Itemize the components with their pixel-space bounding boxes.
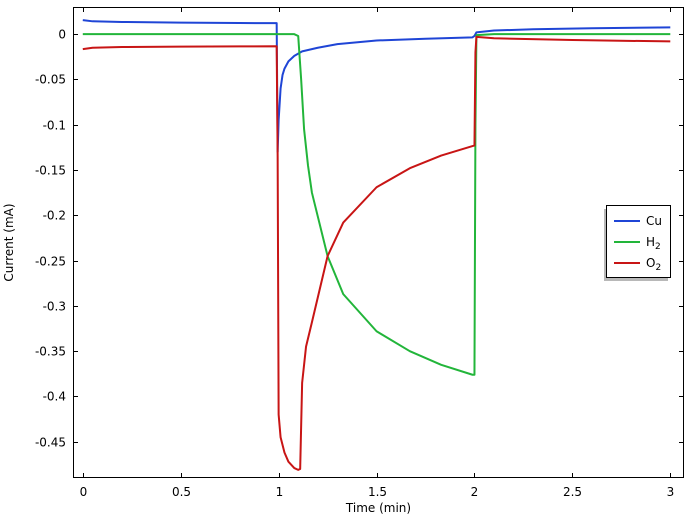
- x-tick-label: 1.5: [368, 485, 387, 499]
- y-tick-label: -0.4: [43, 390, 66, 404]
- legend-label-subscript: 2: [655, 263, 661, 273]
- legend-label: Cu: [646, 214, 662, 228]
- legend-label: H2: [646, 235, 661, 252]
- y-tick-label: -0.25: [35, 255, 66, 269]
- series-line-1: [82, 19, 671, 153]
- y-tick-label: -0.05: [35, 73, 66, 87]
- legend-label-text: H: [646, 235, 655, 249]
- x-tick-label: 0.5: [172, 485, 191, 499]
- series-line-3: [82, 35, 671, 471]
- plot-area: [73, 7, 684, 478]
- y-tick-label: 0: [58, 28, 66, 42]
- x-tick-label: 3: [667, 485, 675, 499]
- legend-label: O2: [646, 256, 661, 273]
- y-tick-label: -0.3: [43, 300, 66, 314]
- legend-label-subscript: 2: [655, 242, 661, 252]
- legend-label-text: Cu: [646, 214, 662, 228]
- y-tick-label: -0.45: [35, 436, 66, 450]
- y-tick-label: -0.2: [43, 209, 66, 223]
- y-tick-label: -0.1: [43, 119, 66, 133]
- y-axis-title: Current (mA): [2, 203, 16, 281]
- x-tick-label: 0: [80, 485, 88, 499]
- y-tick-label: -0.15: [35, 164, 66, 178]
- series-line-2: [82, 33, 671, 376]
- series-layer: [82, 19, 671, 471]
- x-axis-title: Time (min): [345, 501, 411, 515]
- x-tick-label: 2: [471, 485, 479, 499]
- x-tick-label: 2.5: [563, 485, 582, 499]
- legend-label-text: O: [646, 256, 655, 270]
- y-axis: 0 -0.05 -0.1 -0.15 -0.2 -0.25 -0.3 -0.35 -0.4 -0.…: [35, 28, 684, 450]
- y-tick-label: -0.35: [35, 345, 66, 359]
- x-tick-label: 1: [276, 485, 284, 499]
- x-axis: 0 0.5 1 1.5 2 2.5 3: [80, 7, 675, 499]
